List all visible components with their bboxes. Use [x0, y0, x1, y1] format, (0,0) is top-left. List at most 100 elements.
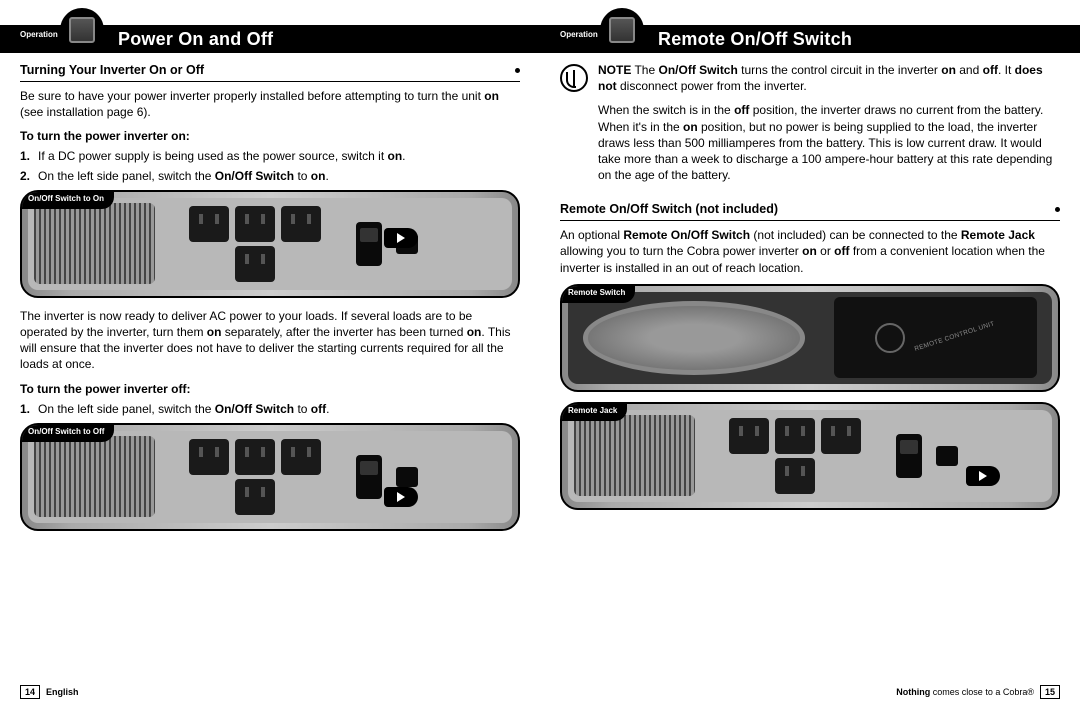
- ac-outlets: [173, 439, 338, 515]
- note-paragraph-2: When the switch is in the off position, …: [598, 102, 1060, 183]
- section-heading: Remote On/Off Switch (not included): [560, 201, 1060, 221]
- page-left: Operation Power On and Off Turning Your …: [0, 0, 540, 719]
- power-switch: [356, 222, 382, 266]
- note-text: NOTE The On/Off Switch turns the control…: [598, 62, 1060, 191]
- text: .: [402, 149, 405, 163]
- outlet: [235, 479, 275, 515]
- text: An optional: [560, 228, 623, 242]
- text: allowing you to turn the Cobra power inv…: [560, 244, 802, 258]
- text: turns the control circuit in the inverte…: [738, 63, 941, 77]
- arrow-callout-icon: [384, 228, 418, 248]
- list-item: 1. If a DC power supply is being used as…: [20, 148, 520, 164]
- text: to: [294, 169, 311, 183]
- figure-label: On/Off Switch to On: [20, 190, 114, 209]
- bold-text: on: [207, 325, 222, 339]
- header-category: Operation: [560, 30, 598, 39]
- text: . It: [998, 63, 1015, 77]
- list-item: 1. On the left side panel, switch the On…: [20, 401, 520, 417]
- remote-illustration: REMOTE CONTROL UNIT: [568, 292, 1052, 384]
- text: separately, after the inverter has been …: [221, 325, 466, 339]
- text: to: [294, 402, 311, 416]
- ac-outlets: [713, 418, 878, 494]
- list-number: 1.: [20, 401, 30, 417]
- bold-text: On/Off Switch: [215, 402, 294, 416]
- bold-text: Remote Jack: [961, 228, 1035, 242]
- bold-text: Remote On/Off Switch: [623, 228, 750, 242]
- outlet: [821, 418, 861, 454]
- remote-panel-label: REMOTE CONTROL UNIT: [914, 321, 996, 355]
- bold-text: Nothing: [896, 687, 930, 697]
- section-icon: [60, 8, 104, 52]
- bold-text: on: [388, 149, 403, 163]
- text: On the left side panel, switch the: [38, 169, 215, 183]
- text: and: [956, 63, 983, 77]
- footer-right: Nothing comes close to a Cobra® 15: [896, 685, 1060, 699]
- vent-grille: [34, 436, 155, 517]
- section-icon: [600, 8, 644, 52]
- remote-knob: [875, 323, 905, 353]
- list-number: 1.: [20, 148, 30, 164]
- mid-paragraph: The inverter is now ready to deliver AC …: [20, 308, 520, 373]
- figure-remote-jack: Remote Jack: [560, 402, 1060, 510]
- bold-text: On/Off Switch: [658, 63, 737, 77]
- bold-text: on: [484, 89, 499, 103]
- header-title: Remote On/Off Switch: [658, 29, 852, 50]
- outlet: [281, 439, 321, 475]
- vent-grille: [34, 203, 155, 284]
- text: comes close to a Cobra®: [930, 687, 1034, 697]
- intro-paragraph: Be sure to have your power inverter prop…: [20, 88, 520, 120]
- remote-port: [396, 467, 418, 487]
- sub-heading-on: To turn the power inverter on:: [20, 128, 520, 144]
- outlet: [775, 418, 815, 454]
- footer-slogan: Nothing comes close to a Cobra®: [896, 687, 1034, 697]
- page-number: 15: [1040, 685, 1060, 699]
- bold-text: NOTE: [598, 63, 631, 77]
- text: (see installation page 6).: [20, 105, 151, 119]
- off-steps: 1. On the left side panel, switch the On…: [20, 401, 520, 417]
- figure-remote-switch: Remote Switch REMOTE CONTROL UNIT: [560, 284, 1060, 392]
- remote-control-unit: REMOTE CONTROL UNIT: [834, 297, 1037, 378]
- vent-grille: [574, 415, 695, 496]
- text: If a DC power supply is being used as th…: [38, 149, 388, 163]
- figure-label: On/Off Switch to Off: [20, 423, 114, 442]
- page-spread: Operation Power On and Off Turning Your …: [0, 0, 1080, 719]
- bold-text: On/Off Switch: [215, 169, 294, 183]
- power-switch: [356, 455, 382, 499]
- list-item: 2. On the left side panel, switch the On…: [20, 168, 520, 184]
- text: disconnect power from the inverter.: [617, 79, 807, 93]
- outlet: [281, 206, 321, 242]
- note-block: NOTE The On/Off Switch turns the control…: [560, 62, 1060, 191]
- outlet: [235, 246, 275, 282]
- text: Be sure to have your power inverter prop…: [20, 89, 484, 103]
- text: (not included) can be connected to the: [750, 228, 961, 242]
- section-heading: Turning Your Inverter On or Off: [20, 62, 520, 82]
- inverter-illustration: [28, 431, 512, 523]
- inverter-illustration: [568, 410, 1052, 502]
- bold-text: off: [983, 63, 998, 77]
- note-icon: [560, 64, 588, 92]
- text: .: [325, 169, 328, 183]
- text: The: [631, 63, 658, 77]
- on-steps: 1. If a DC power supply is being used as…: [20, 148, 520, 183]
- right-content: NOTE The On/Off Switch turns the control…: [560, 62, 1060, 510]
- bold-text: on: [802, 244, 817, 258]
- outlet: [189, 439, 229, 475]
- text: .: [326, 402, 329, 416]
- remote-port: [936, 446, 958, 466]
- note-paragraph-1: NOTE The On/Off Switch turns the control…: [598, 62, 1060, 94]
- header-title: Power On and Off: [118, 29, 273, 50]
- inverter-illustration: [28, 198, 512, 290]
- page-right: Operation Remote On/Off Switch NOTE The …: [540, 0, 1080, 719]
- bold-text: on: [941, 63, 956, 77]
- text: or: [817, 244, 834, 258]
- figure-label: Remote Switch: [560, 284, 635, 303]
- figure-switch-on: On/Off Switch to On: [20, 190, 520, 298]
- figure-label: Remote Jack: [560, 402, 627, 421]
- power-switch: [896, 434, 922, 478]
- page-number: 14: [20, 685, 40, 699]
- bold-text: off: [834, 244, 849, 258]
- bold-text: off: [734, 103, 749, 117]
- list-number: 2.: [20, 168, 30, 184]
- left-content: Turning Your Inverter On or Off Be sure …: [20, 62, 520, 531]
- remote-paragraph: An optional Remote On/Off Switch (not in…: [560, 227, 1060, 276]
